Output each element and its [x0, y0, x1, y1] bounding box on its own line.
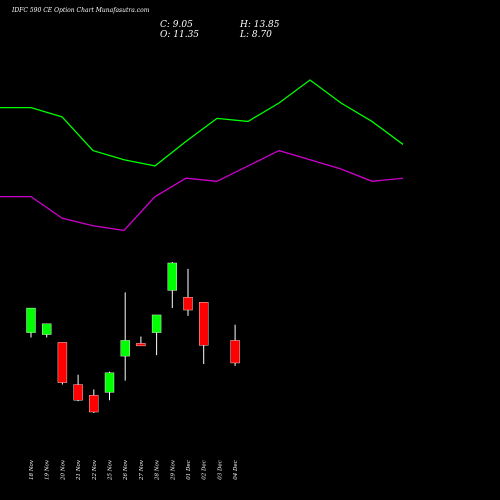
x-tick-label: 03 Dec: [217, 460, 223, 480]
candle: [230, 324, 240, 366]
x-tick-label: 27 Nov: [139, 459, 145, 481]
close-value: C: 9.05: [160, 20, 193, 30]
lower-band-line: [0, 149, 404, 232]
candle: [151, 314, 162, 356]
candle-body: [183, 297, 193, 311]
candle-body: [104, 372, 115, 393]
candle-body: [89, 395, 99, 413]
candle-body: [26, 307, 36, 333]
candle: [26, 307, 36, 338]
chart-title: IDFC 590 CE Option Chart Munafasutra.com: [12, 7, 150, 14]
x-tick-label: 29 Nov: [170, 459, 176, 481]
candle: [42, 323, 52, 338]
candle-body: [42, 323, 52, 335]
high-value: H: 13.85: [240, 20, 280, 30]
x-axis: 18 Nov 19 Nov 20 Nov 21 Nov 22 Nov 25 Nov 26 N…: [29, 459, 239, 481]
x-tick-label: 02 Dec: [202, 460, 208, 480]
candle-body: [120, 340, 130, 357]
open-value: O: 11.35: [160, 30, 200, 40]
upper-band-line: [0, 79, 404, 167]
candle-body: [73, 384, 83, 401]
candle-body: [57, 342, 68, 383]
x-tick-label: 18 Nov: [29, 459, 35, 480]
x-tick-label: 20 Nov: [60, 459, 66, 481]
candle: [136, 336, 146, 347]
low-value: L: 8.70: [240, 30, 272, 40]
x-tick-label: 26 Nov: [123, 459, 129, 481]
candle: [73, 374, 83, 402]
indicator-bands: [0, 79, 404, 232]
candle: [167, 262, 178, 309]
candle-body: [230, 340, 240, 364]
candles-group: [26, 262, 240, 413]
candle-body: [167, 262, 178, 291]
candle: [57, 342, 68, 385]
x-tick-label: 25 Nov: [108, 459, 114, 481]
candle: [89, 389, 99, 413]
candle: [198, 301, 209, 364]
x-tick-label: 28 Nov: [155, 459, 161, 481]
x-tick-label: 01 Dec: [186, 460, 192, 480]
x-tick-label: 22 Nov: [92, 459, 98, 481]
candle-body: [136, 343, 146, 347]
candle: [183, 268, 193, 316]
candle-body: [151, 314, 162, 333]
candle: [120, 292, 130, 381]
candle: [104, 371, 115, 401]
x-tick-label: 19 Nov: [45, 459, 51, 480]
x-tick-label: 21 Nov: [76, 459, 82, 481]
x-tick-label: 04 Dec: [233, 460, 239, 480]
candle-body: [198, 301, 209, 346]
